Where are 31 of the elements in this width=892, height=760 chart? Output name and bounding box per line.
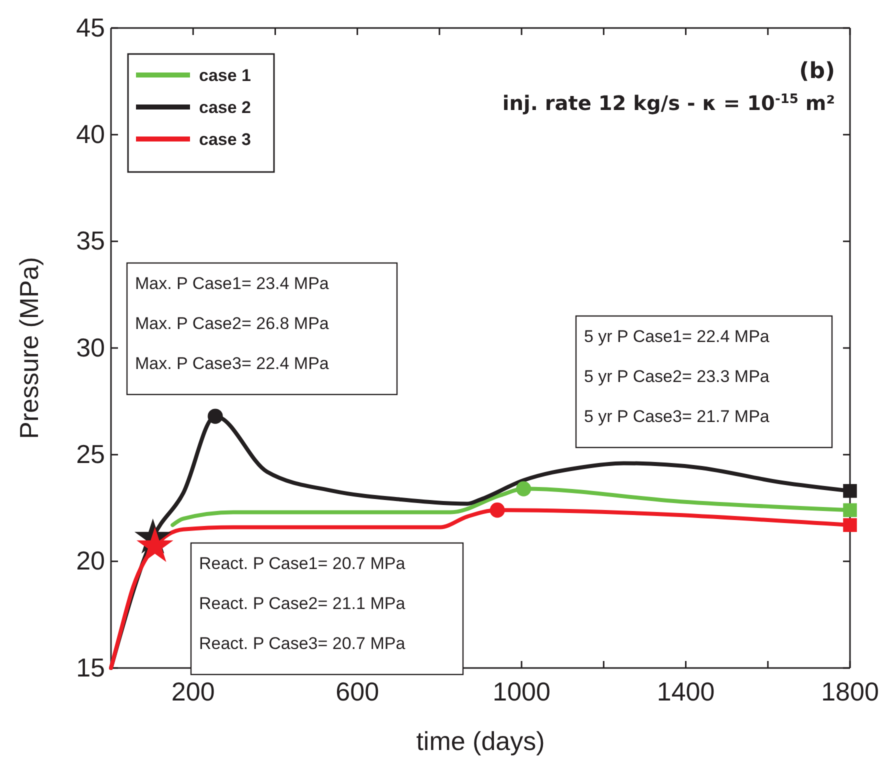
- annotation: 5 yr P Case1= 22.4 MPa: [584, 327, 770, 346]
- annotation: 5 yr P Case2= 23.3 MPa: [584, 367, 770, 386]
- legend-label: case 2: [199, 98, 251, 117]
- y-tick-label: 35: [76, 226, 105, 256]
- text-box: Max. P Case1= 23.4 MPa Max. P Case2= 26.8 MPa Max. P Case3= 22.4 MPa: [126, 262, 398, 396]
- legend-label: case 1: [199, 66, 251, 85]
- x-tick-label: 1000: [492, 676, 550, 706]
- x-tick-label: 600: [336, 676, 380, 706]
- y-axis-title: Pressure (MPa): [14, 256, 44, 440]
- text: (b): [799, 59, 835, 84]
- annotation: 5 yr P Case3= 21.7 MPa: [584, 407, 770, 426]
- y-tick-label: 20: [76, 546, 105, 576]
- text-box: 5 yr P Case1= 22.4 MPa 5 yr P Case2= 23.3 MPa 5 yr P Case3= 21.7 MPa: [575, 315, 833, 448]
- y-tick-label: 15: [76, 652, 105, 682]
- annotation: Max. P Case2= 26.8 MPa: [135, 314, 330, 333]
- x-tick-label: 200: [171, 676, 215, 706]
- x-tick-label: 1800: [821, 676, 879, 706]
- y-tick-label: 25: [76, 438, 105, 469]
- annotation: Max. P Case3= 22.4 MPa: [135, 354, 330, 373]
- y-tick-label: 40: [76, 118, 105, 149]
- y-tick-label: 45: [76, 12, 105, 42]
- legend-label: case 3: [199, 130, 251, 149]
- text: inj. rate 12 kg/s - κ = 10$^{-15}$ m²: [502, 91, 835, 115]
- x-tick-label: 1400: [656, 676, 715, 706]
- y-tick-label: 30: [76, 332, 105, 362]
- text-box: React. P Case1= 20.7 MPa React. P Case2= 21.1 MPa React. P Case3= 20.7 MPa: [190, 542, 464, 676]
- annotation: React. P Case1= 20.7 MPa: [199, 554, 406, 573]
- annotation: Max. P Case1= 23.4 MPa: [135, 274, 330, 293]
- annotation: React. P Case2= 21.1 MPa: [199, 594, 406, 613]
- annotation: React. P Case3= 20.7 MPa: [199, 634, 406, 653]
- x-axis-title: time (days): [416, 726, 545, 756]
